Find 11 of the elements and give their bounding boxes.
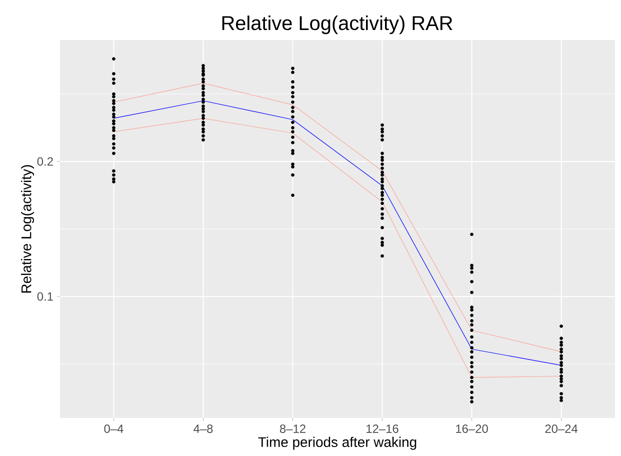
x-tick-label: 20–24 [545,424,578,433]
x-axis-title: Time periods after waking [258,436,416,450]
y-tick-label: 0.2 [37,157,53,166]
y-tick-label: 0.1 [37,292,53,301]
x-tick-label: 0–4 [104,424,124,433]
x-tick-label: 4–8 [194,424,213,433]
x-tick-label: 16–20 [456,424,488,433]
chart-title: Relative Log(activity) RAR [222,16,452,34]
x-tick-label: 12–16 [366,424,398,433]
y-axis-title: Relative Log(activity) [21,165,34,293]
x-tick-label: 8–12 [280,424,306,433]
